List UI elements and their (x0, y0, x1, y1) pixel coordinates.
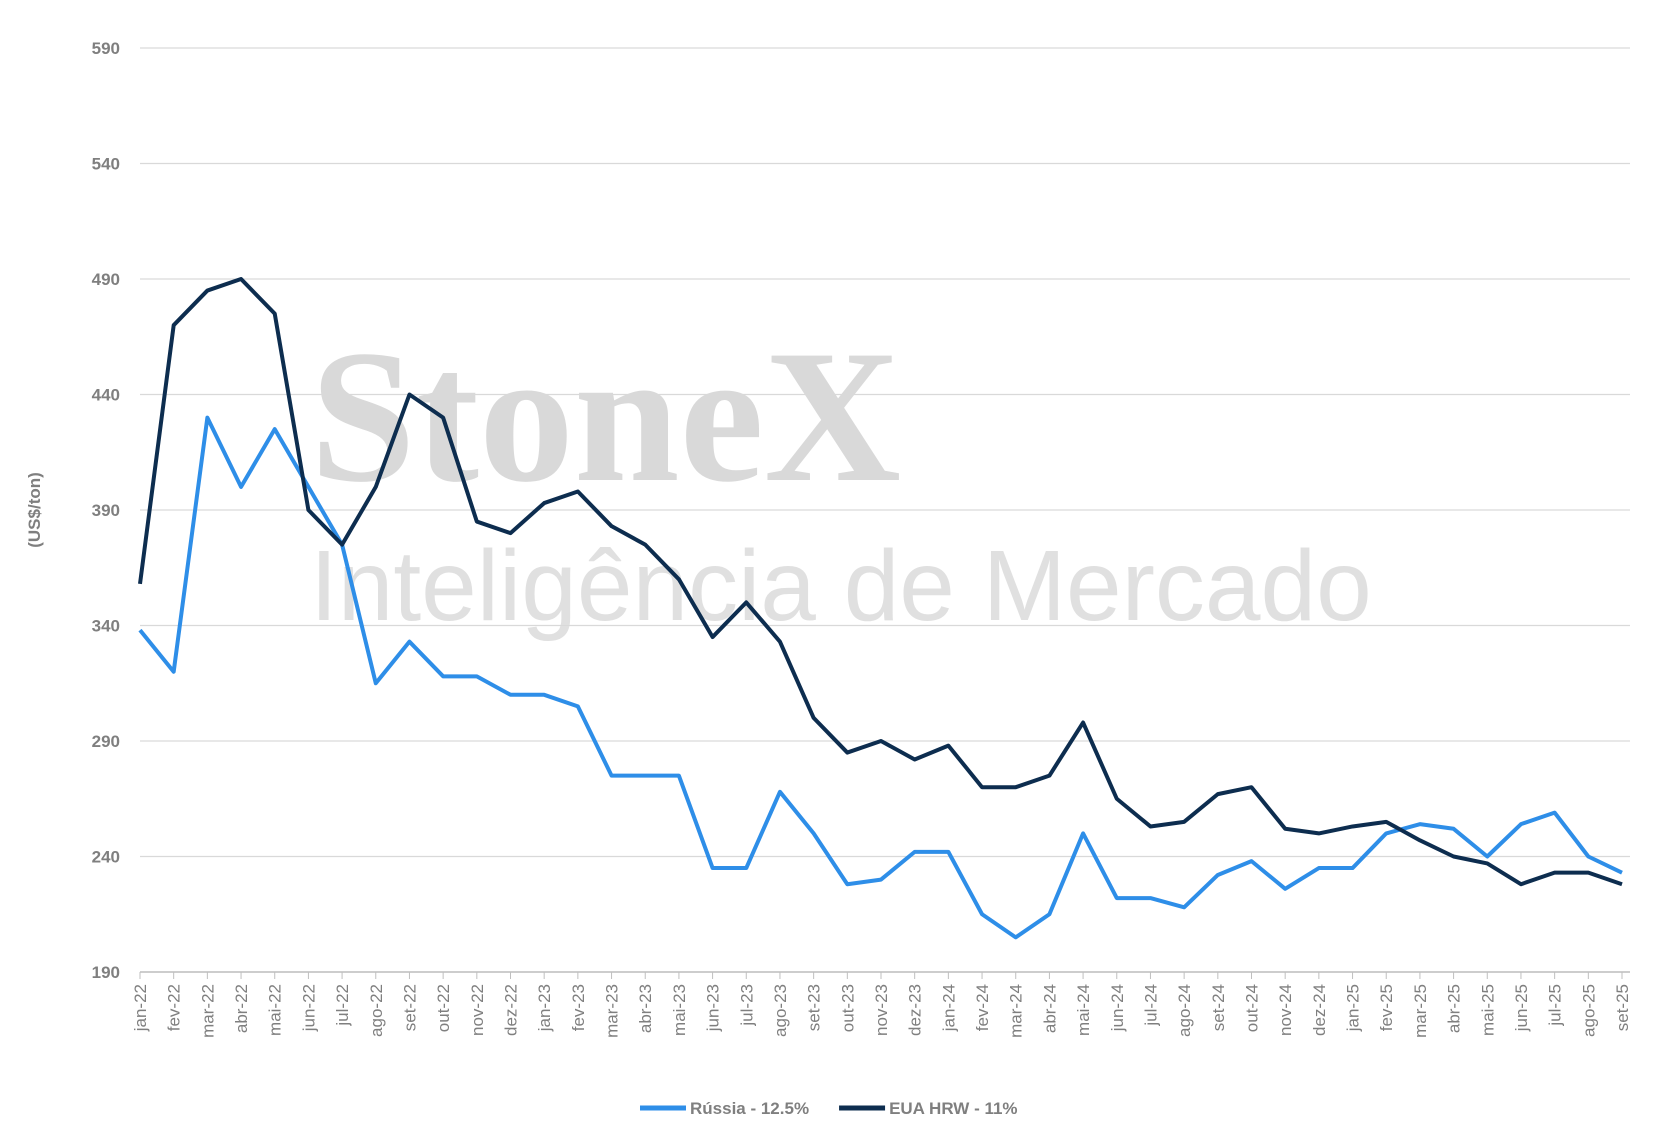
legend-label: EUA HRW - 11% (889, 1099, 1017, 1118)
series-line (138, 277, 1623, 887)
x-tick-label: out-24 (1243, 984, 1262, 1032)
y-tick-label: 240 (92, 848, 120, 867)
x-tick-label: nov-23 (872, 984, 891, 1036)
x-tick-label: jan-24 (939, 984, 958, 1032)
x-tick-label: ago-22 (367, 984, 386, 1037)
legend-label: Rússia - 12.5% (690, 1099, 809, 1118)
x-tick-label: mar-25 (1411, 984, 1430, 1038)
x-tick-label: mai-23 (670, 984, 689, 1036)
x-tick-label: set-25 (1613, 984, 1632, 1031)
x-tick-label: jul-23 (737, 984, 756, 1027)
x-tick-label: jun-22 (299, 984, 318, 1032)
x-tick-label: out-22 (434, 984, 453, 1032)
x-tick-label: jun-23 (704, 984, 723, 1032)
x-tick-label: jun-24 (1108, 984, 1127, 1032)
x-tick-label: set-22 (400, 984, 419, 1031)
y-tick-label: 290 (92, 732, 120, 751)
x-tick-label: set-23 (805, 984, 824, 1031)
x-tick-label: mai-24 (1074, 984, 1093, 1036)
x-tick-label: nov-24 (1276, 984, 1295, 1036)
x-tick-label: ago-24 (1175, 984, 1194, 1037)
x-tick-label: abr-23 (636, 984, 655, 1033)
x-tick-label: dez-24 (1310, 984, 1329, 1036)
x-tick-label: mar-24 (1007, 984, 1026, 1038)
x-tick-label: mai-22 (266, 984, 285, 1036)
y-axis-label: (US$/ton) (25, 472, 44, 548)
watermark-sub: Inteligência de Mercado (310, 530, 1372, 642)
x-tick-label: fev-22 (165, 984, 184, 1031)
x-tick-label: jul-25 (1546, 984, 1565, 1027)
y-tick-label: 190 (92, 963, 120, 982)
series-line (138, 415, 1623, 940)
y-tick-label: 540 (92, 155, 120, 174)
y-tick-label: 340 (92, 617, 120, 636)
x-tick-label: jan-23 (535, 984, 554, 1032)
x-tick-label: fev-25 (1377, 984, 1396, 1031)
x-tick-label: jul-22 (333, 984, 352, 1027)
x-tick-label: mar-22 (198, 984, 217, 1038)
x-tick-label: jun-25 (1512, 984, 1531, 1032)
x-tick-label: nov-22 (468, 984, 487, 1036)
x-tick-label: out-23 (838, 984, 857, 1032)
y-tick-label: 490 (92, 270, 120, 289)
y-tick-label: 590 (92, 39, 120, 58)
x-tick-label: fev-23 (569, 984, 588, 1031)
x-tick-label: ago-25 (1579, 984, 1598, 1037)
x-tick-label: fev-24 (973, 984, 992, 1031)
x-tick-label: set-24 (1209, 984, 1228, 1031)
x-tick-label: abr-24 (1040, 984, 1059, 1033)
x-tick-label: abr-25 (1445, 984, 1464, 1033)
x-tick-label: dez-22 (502, 984, 521, 1036)
x-tick-label: jan-22 (131, 984, 150, 1032)
x-tick-label: ago-23 (771, 984, 790, 1037)
y-tick-label: 440 (92, 386, 120, 405)
x-tick-label: jul-24 (1141, 984, 1160, 1027)
x-tick-label: mai-25 (1478, 984, 1497, 1036)
x-tick-label: abr-22 (232, 984, 251, 1033)
watermark: StoneX (310, 312, 901, 522)
x-tick-label: mar-23 (603, 984, 622, 1038)
x-tick-label: dez-23 (906, 984, 925, 1036)
y-tick-label: 390 (92, 501, 120, 520)
x-tick-label: jan-25 (1344, 984, 1363, 1032)
